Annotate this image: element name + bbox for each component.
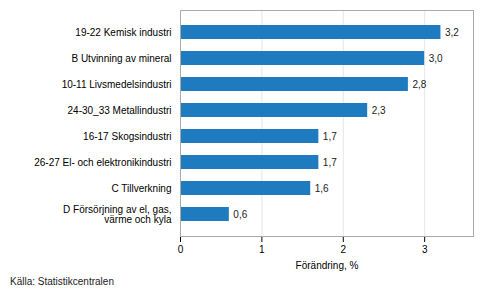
svg-text:26-27 El- och elektronikindust: 26-27 El- och elektronikindustri (34, 157, 171, 168)
svg-text:0,6: 0,6 (233, 209, 247, 220)
svg-text:0: 0 (178, 244, 184, 255)
svg-text:D Försörjning av el, gas,värme: D Försörjning av el, gas,värme och kyla (63, 204, 172, 225)
svg-text:1,7: 1,7 (323, 157, 337, 168)
svg-text:1,7: 1,7 (323, 131, 337, 142)
svg-text:24-30_33 Metallindustri: 24-30_33 Metallindustri (68, 105, 172, 116)
svg-text:C Tillverkning: C Tillverkning (111, 183, 171, 194)
svg-text:2,3: 2,3 (372, 105, 386, 116)
svg-text:2: 2 (340, 244, 346, 255)
svg-text:Förändring, %: Förändring, % (296, 260, 359, 271)
svg-text:2,8: 2,8 (412, 79, 426, 90)
svg-text:19-22 Kemisk industri: 19-22 Kemisk industri (75, 27, 171, 38)
html-text:Källa: Statistikcentralen: Källa: Statistikcentralen (10, 276, 114, 287)
svg-text:16-17 Skogsindustri: 16-17 Skogsindustri (83, 131, 171, 142)
svg-text:3,0: 3,0 (429, 53, 443, 64)
svg-text:B Utvinning av mineral: B Utvinning av mineral (71, 53, 171, 64)
svg-text:3,2: 3,2 (445, 27, 459, 38)
svg-text:10-11 Livsmedelsindustri: 10-11 Livsmedelsindustri (62, 79, 172, 90)
svg-text:1,6: 1,6 (315, 183, 329, 194)
svg-text:1: 1 (259, 244, 265, 255)
svg-text:3: 3 (422, 244, 428, 255)
